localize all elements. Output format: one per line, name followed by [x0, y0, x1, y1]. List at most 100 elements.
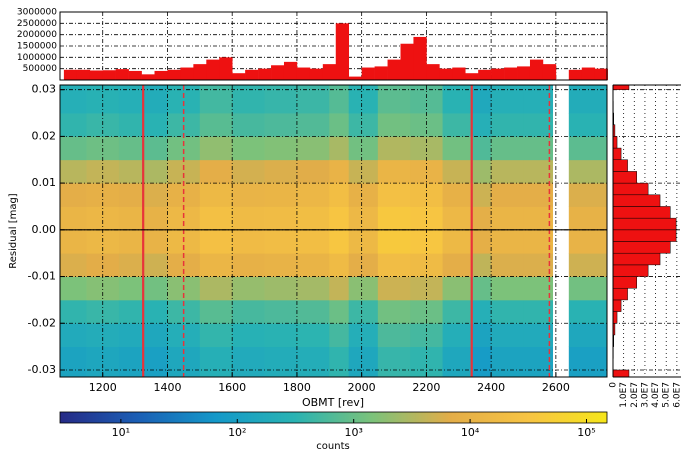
- heatmap-cell: [141, 276, 168, 301]
- heatmap-cell: [199, 253, 233, 277]
- heatmap-cell: [523, 323, 554, 348]
- heatmap-cell: [60, 206, 87, 231]
- heatmap-cell: [491, 206, 524, 231]
- heatmap-cell: [296, 206, 330, 231]
- histogram-bar: [154, 70, 168, 80]
- heatmap-cell: [264, 299, 298, 324]
- x-tick-label: 2200: [412, 381, 440, 394]
- y-tick-label: 500000: [23, 64, 58, 74]
- heatmap-cell: [329, 253, 350, 277]
- heatmap-cell: [491, 253, 524, 277]
- heatmap-cell: [296, 183, 330, 207]
- heatmap-cell: [442, 113, 473, 137]
- heatmap-cell: [118, 183, 142, 207]
- heatmap-cell: [329, 323, 350, 348]
- heatmap-cell: [141, 113, 168, 137]
- histogram-bar: [374, 66, 388, 80]
- histogram-bar: [568, 69, 583, 80]
- histogram-bar: [612, 311, 618, 324]
- heatmap-cell: [442, 136, 473, 161]
- y-tick-label: 0.02: [32, 129, 57, 142]
- heatmap-cell: [232, 85, 265, 114]
- heatmap-cell: [296, 323, 330, 348]
- histogram-bar: [141, 74, 155, 80]
- heatmap-cell: [86, 276, 120, 301]
- heatmap-cell: [118, 346, 142, 378]
- heatmap-cell: [568, 299, 608, 324]
- heatmap-cell: [264, 346, 298, 378]
- heatmap-cell: [348, 346, 379, 378]
- heatmap-cell: [141, 253, 168, 277]
- histogram-bar: [271, 65, 285, 80]
- histogram-bar: [180, 67, 194, 80]
- heatmap-cell: [523, 159, 554, 184]
- heatmap-cell: [199, 206, 233, 231]
- heatmap-cell: [141, 346, 168, 378]
- y-tick-label: -0.01: [28, 270, 56, 283]
- heatmap-cell: [60, 113, 87, 137]
- heatmap-cell: [491, 113, 524, 137]
- heatmap-cell: [348, 299, 379, 324]
- heatmap-cell: [264, 136, 298, 161]
- heatmap-cell: [118, 229, 142, 254]
- heatmap-cell: [329, 346, 350, 378]
- heatmap-cell: [523, 85, 554, 114]
- histogram-bar: [219, 57, 233, 80]
- heatmap-cell: [348, 183, 379, 207]
- heatmap-cell: [60, 253, 87, 277]
- heatmap-cell: [296, 346, 330, 378]
- heatmap-cell: [348, 85, 379, 114]
- heatmap-cell: [471, 113, 492, 137]
- colorbar-title: counts: [316, 441, 349, 452]
- heatmap-cell: [377, 323, 411, 348]
- heatmap-cell: [471, 276, 492, 301]
- histogram-bar: [167, 69, 181, 80]
- histogram-bar: [115, 69, 129, 80]
- heatmap-cell: [442, 85, 473, 114]
- heatmap-cell: [296, 159, 330, 184]
- heatmap-cell: [264, 113, 298, 137]
- histogram-bar: [612, 194, 661, 207]
- heatmap-cell: [232, 206, 265, 231]
- heatmap-cell: [199, 113, 233, 137]
- heatmap-cell: [442, 206, 473, 231]
- x-tick-label: 2.0E7: [630, 382, 640, 408]
- heatmap-cell: [471, 346, 492, 378]
- histogram-bar: [612, 264, 649, 277]
- heatmap-cell: [568, 159, 608, 184]
- histogram-bar: [612, 136, 618, 149]
- heatmap-cell: [568, 85, 608, 114]
- heatmap-cell: [141, 159, 168, 184]
- heatmap-cell: [377, 159, 411, 184]
- heatmap-cell: [568, 323, 608, 348]
- heatmap-cell: [141, 299, 168, 324]
- histogram-bar: [322, 64, 337, 80]
- heatmap-cell: [491, 323, 524, 348]
- heatmap-cell: [471, 229, 492, 254]
- heatmap-cell: [264, 323, 298, 348]
- heatmap-cell: [232, 113, 265, 137]
- y-tick-label: 1000000: [17, 53, 57, 63]
- heatmap-cell: [118, 299, 142, 324]
- heatmap-cell: [523, 346, 554, 378]
- x-tick-label: 5.0E7: [662, 382, 672, 408]
- histogram-bar: [612, 276, 637, 289]
- heatmap-cell: [568, 346, 608, 378]
- heatmap-cell: [523, 253, 554, 277]
- histogram-bar: [348, 76, 362, 80]
- histogram-bar: [542, 64, 557, 80]
- heatmap-cell: [329, 113, 350, 137]
- heatmap-cell: [141, 85, 168, 114]
- heatmap-cell: [491, 299, 524, 324]
- heatmap-cell: [377, 229, 411, 254]
- heatmap-cell: [329, 206, 350, 231]
- heatmap-cell: [348, 276, 379, 301]
- heatmap-cell: [199, 85, 233, 114]
- histogram-bar: [612, 84, 630, 90]
- heatmap-cell: [471, 323, 492, 348]
- heatmap-cell: [232, 159, 265, 184]
- heatmap-cell: [377, 276, 411, 301]
- y-tick-label: -0.03: [28, 363, 56, 376]
- heatmap-cell: [167, 183, 201, 207]
- heatmap-cell: [60, 183, 87, 207]
